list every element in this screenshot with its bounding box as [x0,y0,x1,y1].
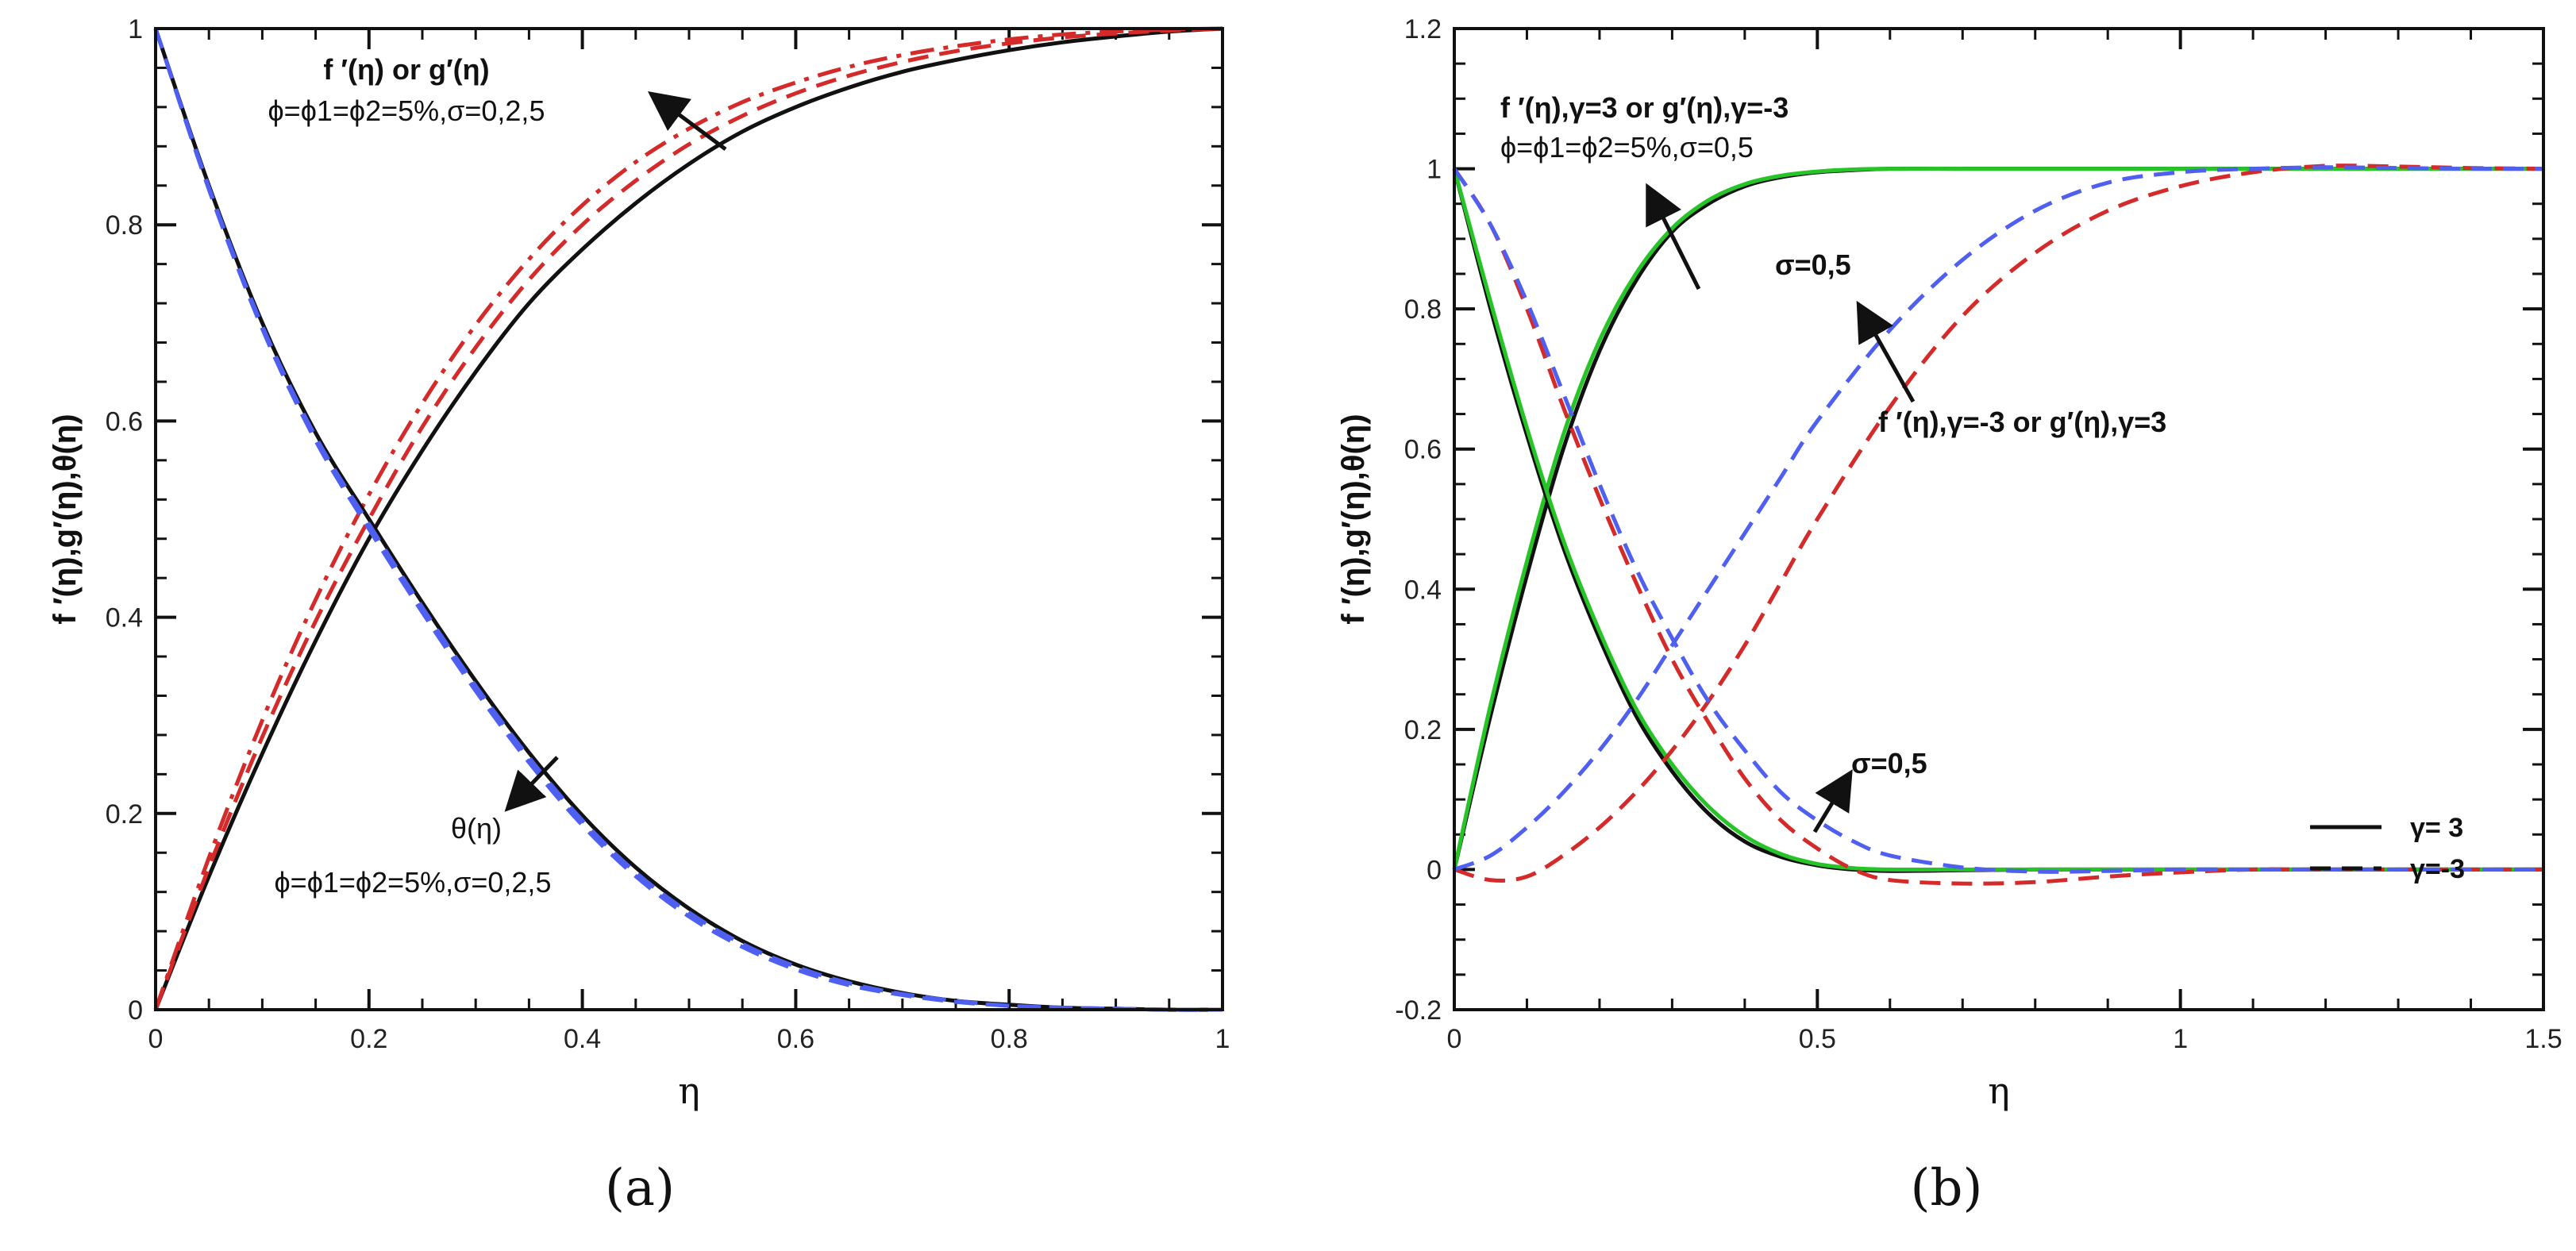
y-tick-label: -0.2 [1395,995,1442,1026]
series-line-7 [1452,167,2543,886]
series-line-6 [153,28,1223,1012]
x-tick-label: 0 [1447,1024,1462,1054]
panel-a-y-axis-title: f ′(η),g′(η),θ(η) [48,414,83,624]
x-tick-label: 0.5 [1799,1024,1836,1054]
legend-label-gamma-minus3: γ=-3 [2410,854,2465,884]
x-tick-label: 0.8 [991,1024,1028,1054]
panel-a-annotation-params-top: ϕ=ϕ1=ϕ2=5%,σ=0,2,5 [268,94,545,127]
panel-b: 0 0.5 1 1.5-0.200.20.40.60.811.2 η f ′(η),g… [1336,14,2563,1218]
y-tick-label: 0.6 [1404,435,1442,465]
x-tick-label: 1 [1215,1024,1230,1054]
panel-b-annotation-sigma-upper: σ=0,5 [1775,248,1851,281]
y-tick-label: 0.4 [1404,575,1442,605]
panel-b-tick-labels: 0 0.5 1 1.5-0.200.20.40.60.811.2 [1395,14,2562,1054]
x-tick-label: 0 [148,1024,164,1054]
x-tick-label: 1 [2173,1024,2188,1054]
panel-b-arrow-middle [1856,300,1916,403]
panel-b-arrow-top [1646,183,1701,291]
panel-b-plot-frame [1453,27,2545,1011]
series-line-2 [1452,167,2543,870]
y-tick-label: 0.2 [106,799,143,830]
series-line-2 [153,26,1223,1010]
panel-a-annotation-params-bottom: ϕ=ϕ1=ϕ2=5%,σ=0,2,5 [275,866,552,899]
panel-b-caption: (b) [1911,1159,1983,1218]
panel-a-ticks [154,27,1224,1011]
y-tick-label: 0 [1427,855,1442,885]
panel-a-x-axis-title: η [678,1069,700,1112]
panel-a-plot-frame [154,27,1224,1011]
panel-a-tick-labels: 0 0.2 0.4 0.6 0.8 1 0 0.2 0.4 0.6 0.8 1 [106,14,1230,1054]
panel-b-annotation-sigma-lower: σ=0,5 [1851,747,1927,779]
y-tick-label: 0 [128,995,143,1026]
series-line-1 [153,26,1223,1010]
y-tick-label: 0.8 [1404,294,1442,325]
y-tick-label: 0.2 [1404,715,1442,745]
panel-a: 0 0.2 0.4 0.6 0.8 1 0 0.2 0.4 0.6 0.8 1 η f ′(η),g′… [48,14,1230,1218]
panel-a-annotation-theta: θ(η) [451,812,502,845]
series-line-3 [1452,167,2543,873]
panel-b-annotation-params: ϕ=ϕ1=ϕ2=5%,σ=0,5 [1500,131,1754,164]
legend-label-gamma-plus3: γ= 3 [2410,813,2463,843]
series-line-1 [1452,166,2543,870]
panel-a-caption: (a) [605,1159,675,1218]
series-line-5 [1454,164,2544,883]
y-tick-label: 1 [128,14,143,44]
series-line-5 [153,28,1223,1012]
panel-b-series-group [1452,164,2544,886]
panel-a-annotation-fprime: f ′(η) or g′(η) [323,53,489,86]
y-tick-label: 1 [1427,155,1442,185]
panel-b-arrow-bottom [1812,769,1853,833]
panel-b-annotation-fprime-gamma3: f ′(η),γ=3 or g′(η),γ=-3 [1500,91,1789,124]
series-line-4 [1452,167,2543,872]
panel-b-legend: γ= 3 γ=-3 [2310,813,2465,884]
panel-a-arrow-top [647,91,727,152]
panel-b-y-axis-title: f ′(η),g′(η),θ(η) [1336,414,1371,624]
x-tick-label: 0.4 [564,1024,601,1054]
panel-a-arrow-bottom [504,756,559,812]
panel-a-series-group [153,26,1223,1012]
panel-b-x-axis-title: η [1988,1069,2010,1112]
series-line-4 [153,28,1223,1012]
y-tick-label: 0.6 [106,406,143,437]
series-line-8 [1452,167,2543,874]
y-tick-label: 0.4 [106,603,143,633]
series-line-3 [153,26,1223,1010]
y-tick-label: 0.8 [106,210,143,241]
x-tick-label: 0.6 [777,1024,814,1054]
y-tick-label: 1.2 [1404,14,1442,44]
series-line-6 [1454,165,2544,872]
panel-b-ticks [1453,27,2545,1011]
panel-b-annotation-fprime-gamma-minus3: f ′(η),γ=-3 or g′(η),γ=3 [1878,406,2166,438]
x-tick-label: 1.5 [2524,1024,2562,1054]
x-tick-label: 0.2 [350,1024,387,1054]
